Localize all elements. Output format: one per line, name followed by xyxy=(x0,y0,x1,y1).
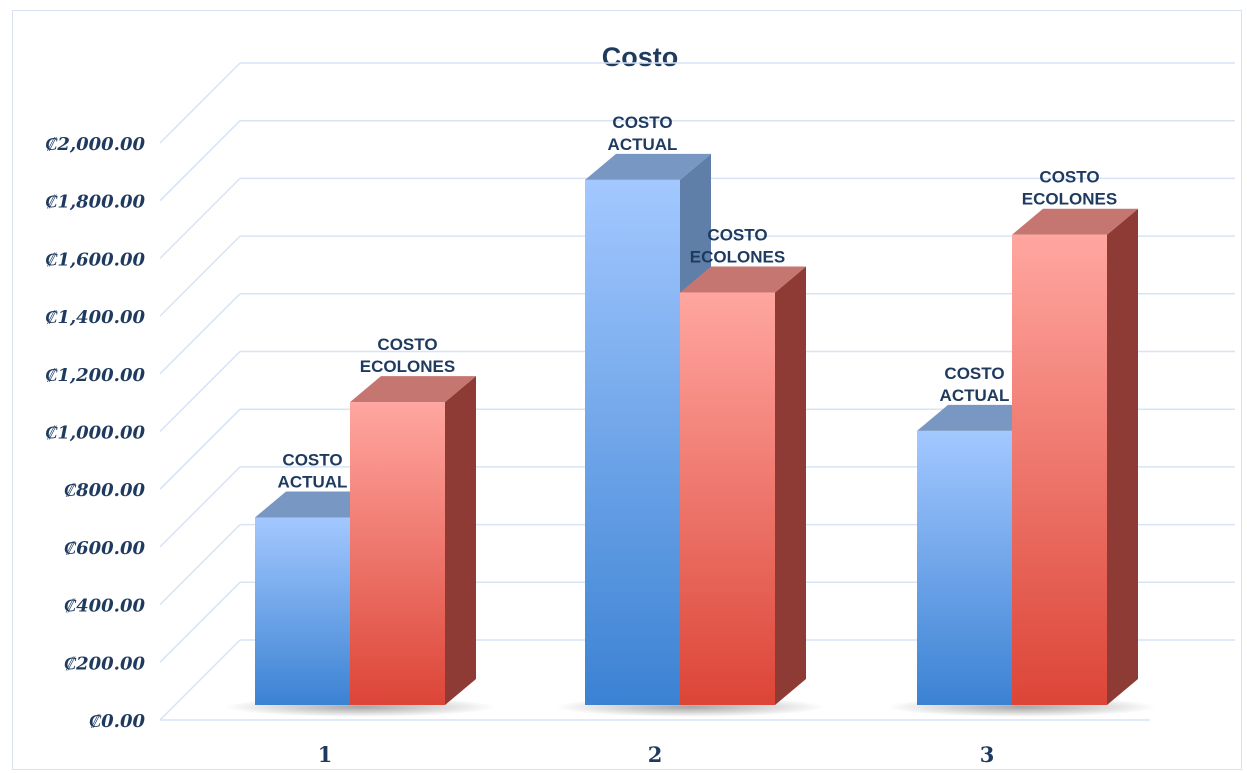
bar-s1-c2 xyxy=(680,292,775,705)
bar-top-s0-c3 xyxy=(917,404,1043,431)
y-tick-label: ₡1,800.00 xyxy=(45,192,145,213)
y-tick-label: ₡400.00 xyxy=(64,596,145,617)
bar-top-s1-c3 xyxy=(1012,208,1138,235)
y-tick-label: ₡1,400.00 xyxy=(45,307,145,328)
y-tick-label: ₡0.00 xyxy=(89,711,145,732)
gridline-diagonal xyxy=(159,293,241,375)
bar-side-s1-c2 xyxy=(775,266,806,705)
bar-side-s1-c3 xyxy=(1107,208,1138,705)
data-label-s1-c3: COSTO ECOLONES xyxy=(1022,168,1117,209)
data-label-s0-c1: COSTO ACTUAL xyxy=(278,450,348,491)
y-tick-label: ₡1,200.00 xyxy=(45,365,145,386)
bar-s1-c1 xyxy=(350,402,445,705)
chart-title: Costo xyxy=(602,42,679,72)
y-tick-label: ₡800.00 xyxy=(64,480,145,501)
data-label-s1-c1: COSTO ECOLONES xyxy=(360,335,455,376)
y-tick-label: ₡200.00 xyxy=(64,653,145,674)
data-label-s1-c2: COSTO ECOLONES xyxy=(690,225,785,266)
bar-s0-c2 xyxy=(585,179,680,705)
gridline-diagonal xyxy=(159,581,241,663)
bar-s0-c3 xyxy=(917,430,1012,705)
data-label-s0-c2: COSTO ACTUAL xyxy=(608,113,678,154)
y-tick-label: ₡600.00 xyxy=(64,538,145,559)
x-tick-label-2: 2 xyxy=(648,742,663,767)
gridline-diagonal xyxy=(159,62,241,144)
x-tick-label-1: 1 xyxy=(318,742,333,767)
x-axis-ticks: 1 2 3 xyxy=(318,742,995,767)
y-tick-label: ₡1,600.00 xyxy=(45,249,145,270)
data-label-s0-c3: COSTO ACTUAL xyxy=(940,364,1010,405)
bar-side-s1-c1 xyxy=(445,376,476,705)
bar-top-s1-c1 xyxy=(350,376,476,403)
gridline-diagonal xyxy=(159,235,241,317)
bar-top-s0-c1 xyxy=(255,491,381,518)
gridline-diagonal xyxy=(159,350,241,433)
bar-top-s0-c2 xyxy=(585,153,711,180)
bar-s1-c3 xyxy=(1012,234,1107,705)
y-axis-ticks: ₡0.00 ₡200.00 ₡400.00 ₡600.00 ₡800.00 ₡1,000.… xyxy=(45,134,145,732)
data-labels: COSTO ACTUAL COSTO ECOLONES COSTO ACTUAL COSTO… xyxy=(278,113,1118,492)
y-tick-label: ₡1,000.00 xyxy=(45,423,145,444)
gridline-diagonal xyxy=(159,524,241,606)
y-tick-label: ₡2,000.00 xyxy=(45,134,145,155)
x-tick-label-3: 3 xyxy=(980,742,995,767)
bar-s0-c1 xyxy=(255,517,350,705)
gridline-diagonal xyxy=(159,120,241,202)
gridline-diagonal xyxy=(159,639,241,721)
gridline-diagonal xyxy=(159,177,241,259)
gridline-diagonal xyxy=(159,408,241,490)
bars xyxy=(225,153,1157,717)
bar-top-s1-c2 xyxy=(680,266,806,293)
gridline-diagonal xyxy=(159,466,241,548)
